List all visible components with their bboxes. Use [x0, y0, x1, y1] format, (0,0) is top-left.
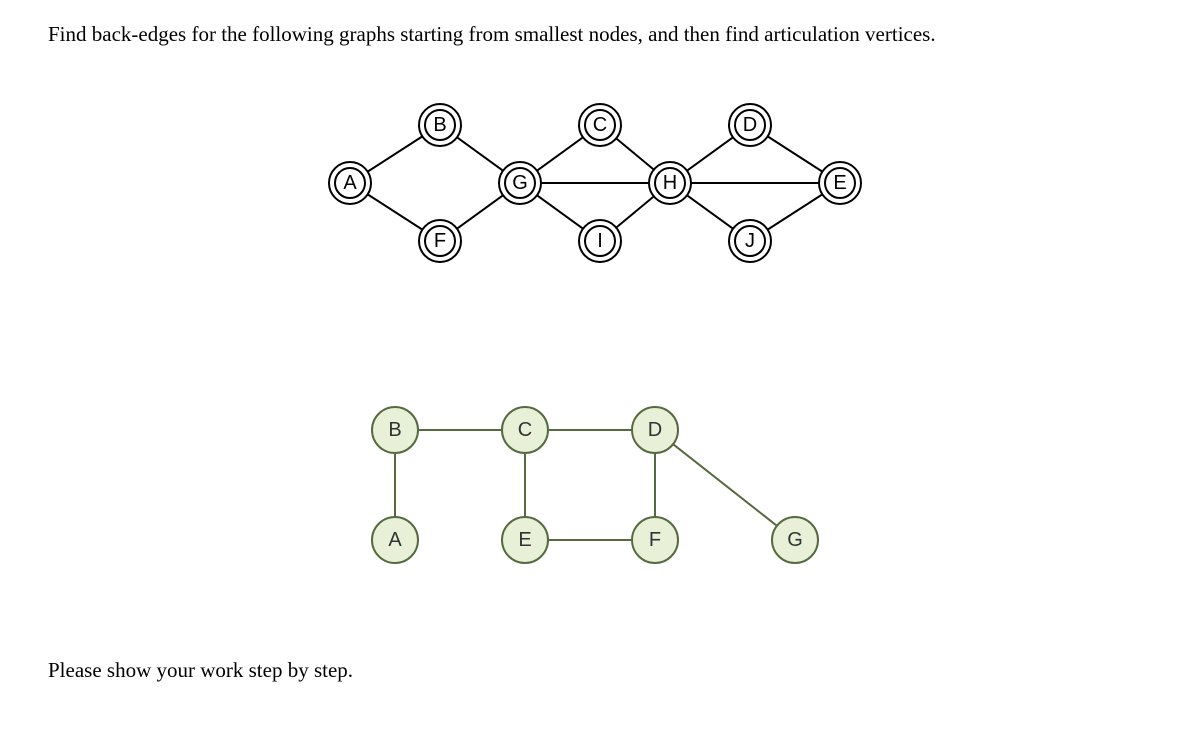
node-label-G: G: [512, 172, 528, 194]
edge-I-H: [616, 196, 654, 227]
edge-J-E: [768, 194, 823, 229]
node-label-B: B: [388, 419, 401, 441]
node-I: I: [579, 220, 621, 262]
node-label-A: A: [343, 172, 357, 194]
node-D: D: [729, 104, 771, 146]
node-A: A: [329, 162, 371, 204]
node-G: G: [499, 162, 541, 204]
question-bottom: Please show your work step by step.: [48, 658, 353, 683]
node-label-F: F: [649, 529, 661, 551]
node-label-E: E: [833, 172, 846, 194]
node-label-D: D: [743, 114, 757, 136]
node-label-C: C: [593, 114, 607, 136]
edge-G-C: [537, 137, 583, 170]
edge-C-H: [616, 138, 654, 169]
edge-H-D: [687, 137, 733, 170]
node-C: C: [579, 104, 621, 146]
node-label-B: B: [433, 114, 446, 136]
node-J: J: [729, 220, 771, 262]
node-E: E: [502, 517, 548, 563]
node-label-H: H: [663, 172, 677, 194]
graph2: B C D A E F G: [360, 400, 840, 585]
node-label-C: C: [518, 419, 532, 441]
edge-A-F: [368, 194, 423, 229]
edge-B-G: [457, 137, 503, 170]
node-G: G: [772, 517, 818, 563]
edge-A-B: [368, 136, 423, 171]
node-D: D: [632, 407, 678, 453]
node-label-D: D: [648, 419, 662, 441]
node-label-J: J: [745, 230, 755, 252]
node-B: B: [372, 407, 418, 453]
question-top: Find back-edges for the following graphs…: [48, 22, 936, 47]
node-label-G: G: [787, 529, 803, 551]
edge-H-J: [687, 195, 733, 228]
node-F: F: [419, 220, 461, 262]
node-A: A: [372, 517, 418, 563]
node-C: C: [502, 407, 548, 453]
node-label-E: E: [518, 529, 531, 551]
node-H: H: [649, 162, 691, 204]
node-F: F: [632, 517, 678, 563]
edge-D-E: [768, 136, 823, 171]
node-label-I: I: [597, 230, 603, 252]
edge-F-G: [457, 195, 503, 228]
graph1: A B F G C I H D J E: [320, 95, 880, 280]
node-B: B: [419, 104, 461, 146]
edge-D-G: [673, 444, 777, 526]
node-label-A: A: [388, 529, 402, 551]
node-E: E: [819, 162, 861, 204]
node-label-F: F: [434, 230, 446, 252]
edge-G-I: [537, 195, 583, 228]
